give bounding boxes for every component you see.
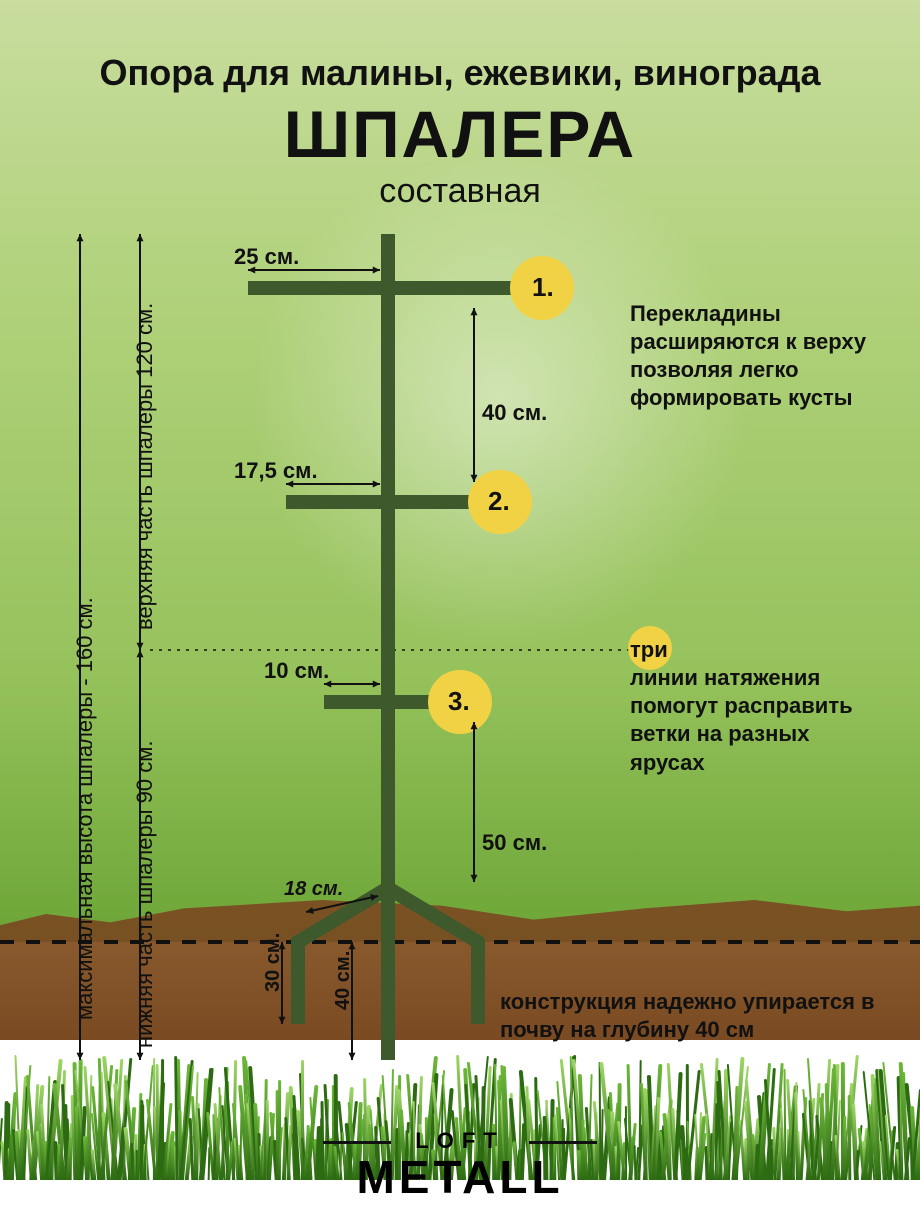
circle-2-label: 2. — [488, 486, 510, 517]
label-lower-part: нижняя часть шпалеры 90 см. — [132, 741, 158, 1048]
label-total-height: максимальная высота шпалеры - 160 см. — [72, 597, 98, 1020]
dim-bar2: 17,5 см. — [234, 458, 318, 484]
title: ШПАЛЕРА — [0, 96, 920, 172]
desc-bars: Перекладины расширяются к верху позволяя… — [630, 300, 880, 413]
dim-leg-outer: 30 см. — [262, 933, 285, 992]
brand-logo: LOFT METALL — [0, 1128, 920, 1204]
dim-gap12: 40 см. — [482, 400, 547, 426]
circle-1-label: 1. — [532, 272, 554, 303]
dim-gap-ground: 50 см. — [482, 830, 547, 856]
dim-leg-spread: 18 см. — [284, 878, 343, 901]
subtitle-bottom: составная — [0, 172, 920, 211]
dim-bar3: 10 см. — [264, 658, 329, 684]
circle-3-label: 3. — [448, 686, 470, 717]
dim-bar1: 25 см. — [234, 244, 299, 270]
desc-lines-head: три — [630, 637, 668, 662]
label-upper-part: верхняя часть шпалеры 120 см. — [132, 303, 158, 630]
desc-lines-body: линии натяжения помогут расправить ветки… — [630, 665, 853, 774]
desc-ground: конструкция надежно упирается в почву на… — [500, 988, 890, 1044]
subtitle-top: Опора для малины, ежевики, винограда — [0, 52, 920, 94]
logo-line2: METALL — [0, 1150, 920, 1204]
dim-leg-center: 40 см. — [332, 951, 355, 1010]
